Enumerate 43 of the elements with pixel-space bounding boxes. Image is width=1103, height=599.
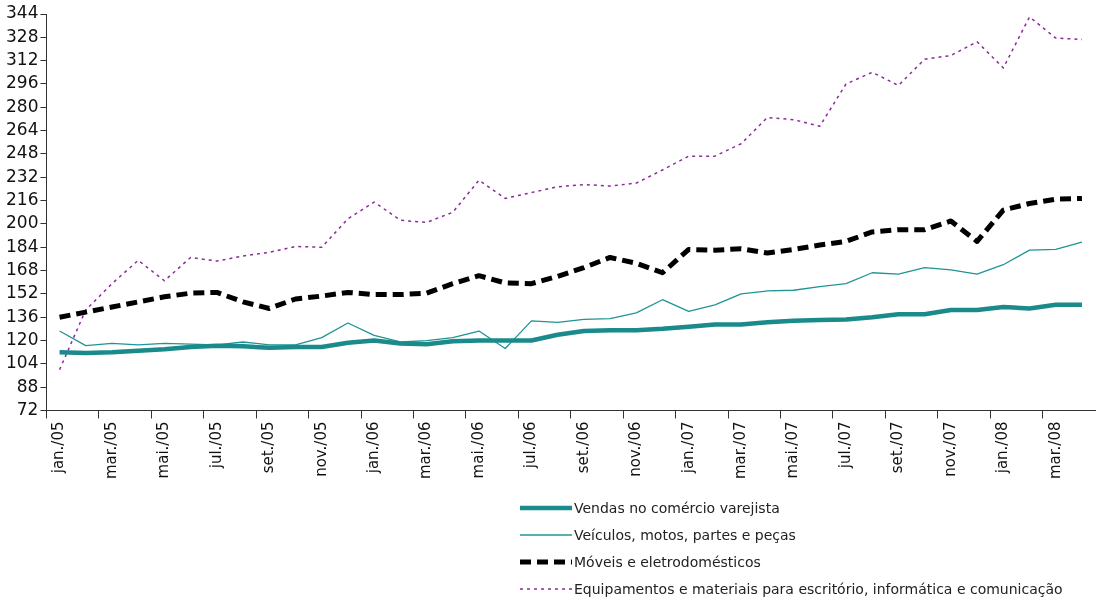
y-tick-label: 264: [5, 119, 39, 140]
y-tick-label: 248: [5, 142, 39, 163]
y-tick-label: 344: [5, 2, 39, 23]
x-tick-label: set./06: [573, 421, 592, 474]
x-tick-label: mai./05: [154, 421, 173, 479]
x-tick-label: jul./05: [206, 421, 225, 470]
y-tick-label: 312: [5, 49, 39, 70]
legend-label: Equipamentos e materiais para escritório, informática e comunicação: [574, 580, 1063, 597]
x-tick-label: jul./07: [835, 421, 854, 470]
y-tick-label: 296: [5, 72, 39, 93]
y-tick-label: 328: [5, 25, 39, 46]
x-tick-label: mai./07: [783, 421, 802, 479]
legend-label: Vendas no comércio varejista: [574, 499, 780, 516]
x-tick-label: mar./06: [416, 421, 435, 480]
x-tick-label: nov./05: [311, 421, 330, 477]
y-tick-label: 72: [16, 398, 39, 419]
y-tick-label: 136: [5, 305, 39, 326]
y-tick-label: 152: [5, 282, 39, 303]
x-tick-label: set./05: [259, 421, 278, 474]
x-tick-label: jan./06: [364, 421, 383, 475]
x-tick-label: jan./05: [49, 421, 68, 475]
y-tick-label: 184: [5, 235, 39, 256]
x-tick-label: nov./07: [940, 421, 959, 477]
x-tick-label: nov./06: [626, 421, 645, 477]
y-tick-label: 200: [5, 212, 39, 233]
y-tick-label: 280: [5, 95, 39, 116]
legend-label: Veículos, motos, partes e peças: [574, 526, 796, 543]
y-tick-label: 104: [5, 352, 39, 373]
legend-label: Móveis e eletrodomésticos: [574, 553, 761, 570]
y-tick-label: 216: [5, 189, 39, 210]
x-tick-label: mar./05: [101, 421, 120, 480]
y-tick-label: 168: [5, 258, 39, 279]
x-tick-label: jul./06: [521, 421, 540, 470]
x-tick-label: jan./07: [678, 421, 697, 475]
y-tick-label: 232: [5, 165, 39, 186]
x-tick-label: jan./08: [993, 421, 1012, 475]
x-tick-label: set./07: [888, 421, 907, 474]
x-tick-label: mai./06: [468, 421, 487, 479]
x-tick-label: mar./08: [1045, 421, 1064, 480]
y-tick-label: 120: [5, 328, 39, 349]
line-series: [58, 16, 1083, 371]
x-tick-label: mar./07: [731, 421, 750, 480]
y-tick-label: 88: [16, 375, 39, 396]
